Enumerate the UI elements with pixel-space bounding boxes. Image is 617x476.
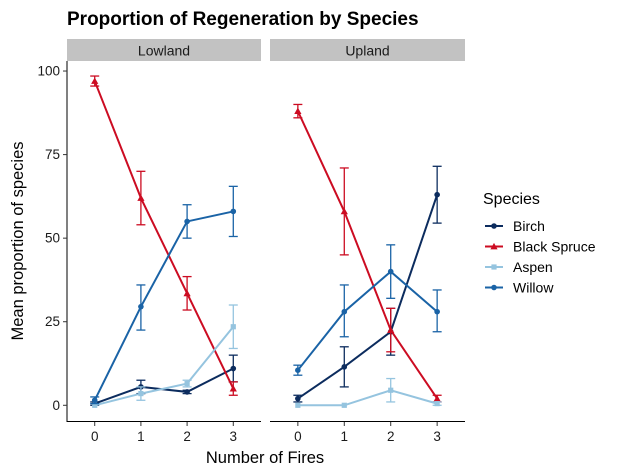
series-aspen xyxy=(295,377,442,408)
series-black-spruce xyxy=(90,75,238,396)
x-tick-label: 3 xyxy=(433,429,441,444)
strip-label-upland: Upland xyxy=(345,43,389,59)
x-tick-label: 1 xyxy=(137,429,145,444)
legend-label: Birch xyxy=(513,218,545,234)
data-point xyxy=(229,384,237,392)
data-point xyxy=(230,324,236,330)
series-line xyxy=(94,326,235,407)
panel-upland: Upland xyxy=(270,39,465,422)
series-line xyxy=(297,270,438,371)
series-line xyxy=(297,389,438,407)
legend-title: Species xyxy=(483,191,540,208)
data-point xyxy=(387,326,395,333)
data-point xyxy=(295,395,301,402)
data-point xyxy=(230,365,237,372)
data-point xyxy=(341,308,348,315)
data-point xyxy=(387,268,394,275)
legend-key-marker xyxy=(491,264,497,270)
data-point xyxy=(184,218,190,225)
series-line xyxy=(296,110,438,400)
series-line xyxy=(93,210,234,401)
legend-key-marker xyxy=(491,284,497,291)
y-tick-label: 25 xyxy=(45,314,60,329)
x-tick-label: 1 xyxy=(341,429,349,444)
data-point xyxy=(434,308,440,315)
data-point xyxy=(91,77,99,84)
data-point xyxy=(183,289,191,297)
series-birch xyxy=(293,165,442,403)
x-tick-label: 2 xyxy=(183,429,191,444)
y-tick-label: 100 xyxy=(37,64,60,79)
legend-item-aspen: Aspen xyxy=(485,259,553,275)
y-tick-label: 75 xyxy=(45,147,60,162)
legend-item-birch: Birch xyxy=(485,218,545,234)
data-point xyxy=(230,208,237,215)
series-line xyxy=(297,194,439,400)
data-point xyxy=(295,367,301,373)
y-axis-ticks: 0 25 50 75 100 xyxy=(37,64,67,413)
legend-item-willow: Willow xyxy=(485,280,554,296)
legend-key-marker xyxy=(491,223,497,229)
strip-label-lowland: Lowland xyxy=(138,43,190,59)
series-black-spruce xyxy=(293,103,442,403)
legend: Species Birch Black Spruce Aspen Willow xyxy=(483,191,596,296)
series-aspen xyxy=(92,304,238,408)
x-tick-label: 0 xyxy=(91,429,99,444)
legend-label: Black Spruce xyxy=(513,239,596,255)
data-point xyxy=(92,402,98,408)
x-axis-ticks: 0 1 2 3 0 1 2 3 xyxy=(91,422,441,444)
panel-lowland: Lowland xyxy=(66,39,261,422)
x-axis-title: Number of Fires xyxy=(206,449,324,467)
data-point xyxy=(341,402,347,408)
y-axis-title: Mean proportion of species xyxy=(9,141,27,340)
x-tick-label: 2 xyxy=(387,429,395,444)
legend-label: Willow xyxy=(513,280,554,296)
data-point xyxy=(434,191,440,198)
series-willow xyxy=(90,185,238,405)
legend-label: Aspen xyxy=(513,259,553,275)
data-point xyxy=(433,395,441,402)
data-point xyxy=(91,397,98,404)
series-line xyxy=(94,367,234,405)
data-point xyxy=(295,402,301,408)
data-point xyxy=(184,389,190,395)
strip-background xyxy=(67,39,261,61)
x-tick-label: 3 xyxy=(230,429,238,444)
data-point xyxy=(138,303,144,310)
data-point xyxy=(340,207,348,215)
x-tick-label: 0 xyxy=(294,429,302,444)
data-point xyxy=(137,194,145,201)
data-point xyxy=(184,380,190,387)
data-point xyxy=(341,364,348,370)
data-point xyxy=(434,401,440,407)
data-point xyxy=(138,390,144,397)
data-point xyxy=(388,387,394,393)
strip-background xyxy=(270,39,465,61)
data-point xyxy=(294,107,302,115)
legend-item-black-spruce: Black Spruce xyxy=(485,239,596,255)
series-willow xyxy=(293,244,442,376)
series-line xyxy=(93,80,235,390)
legend-key-marker xyxy=(490,242,498,250)
chart-title: Proportion of Regeneration by Species xyxy=(67,9,419,30)
y-tick-label: 0 xyxy=(52,398,60,413)
y-tick-label: 50 xyxy=(45,231,60,246)
